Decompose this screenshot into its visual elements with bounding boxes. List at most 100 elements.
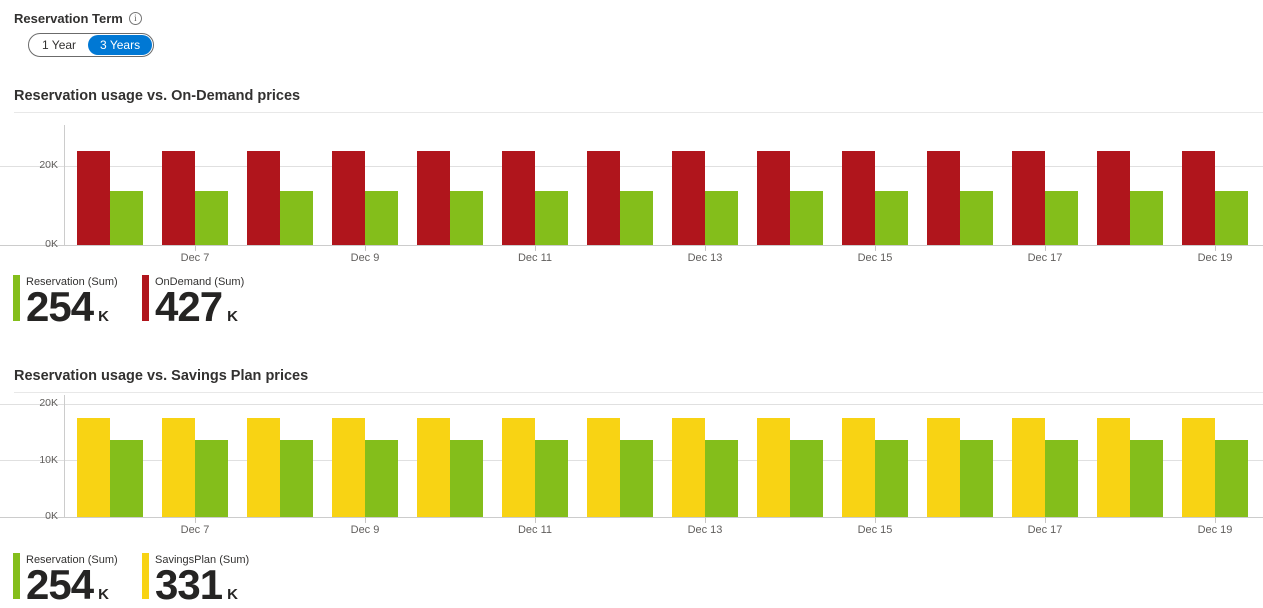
legend-number: 254 <box>26 283 94 330</box>
x-axis-label-dec-11: Dec 11 <box>517 252 553 264</box>
bar-reservation-dec-11[interactable] <box>535 190 568 245</box>
bar-reservation-dec-17[interactable] <box>1045 439 1078 517</box>
bar-savingsplan-dec-18[interactable] <box>1097 417 1130 517</box>
bar-ondemand-dec-17[interactable] <box>1012 150 1045 245</box>
bar-ondemand-dec-8[interactable] <box>247 150 280 245</box>
bar-reservation-dec-8[interactable] <box>280 190 313 245</box>
bar-ondemand-dec-15[interactable] <box>842 150 875 245</box>
bar-reservation-dec-12[interactable] <box>620 439 653 517</box>
x-axis-label-dec-19: Dec 19 <box>1197 524 1233 536</box>
bar-savingsplan-dec-19[interactable] <box>1182 417 1215 517</box>
bar-reservation-dec-14[interactable] <box>790 190 823 245</box>
bar-ondemand-dec-12[interactable] <box>587 150 620 245</box>
x-axis-label-dec-9: Dec 9 <box>350 524 380 536</box>
legend-number: 254 <box>26 561 94 608</box>
bar-reservation-dec-15[interactable] <box>875 439 908 517</box>
ondemand-chart-legend: Reservation (Sum) 254 K OnDemand (Sum) 4… <box>13 275 1263 330</box>
bar-reservation-dec-18[interactable] <box>1130 190 1163 245</box>
legend-item-reservation: Reservation (Sum) 254 K <box>13 275 142 330</box>
bar-reservation-dec-13[interactable] <box>705 190 738 245</box>
bar-reservation-dec-9[interactable] <box>365 439 398 517</box>
bar-ondemand-dec-16[interactable] <box>927 150 960 245</box>
bar-reservation-dec-7[interactable] <box>195 190 228 245</box>
bar-reservation-dec-18[interactable] <box>1130 439 1163 517</box>
legend-item-ondemand: OnDemand (Sum) 427 K <box>142 275 271 328</box>
bar-ondemand-dec-14[interactable] <box>757 150 790 245</box>
x-axis-label-dec-9: Dec 9 <box>350 252 380 264</box>
info-icon[interactable]: i <box>128 11 142 25</box>
bar-savingsplan-dec-6[interactable] <box>77 417 110 517</box>
x-axis-tick-dec-7 <box>195 245 196 251</box>
bar-savingsplan-dec-15[interactable] <box>842 417 875 517</box>
bar-savingsplan-dec-13[interactable] <box>672 417 705 517</box>
x-axis-tick-dec-7 <box>195 517 196 523</box>
bar-ondemand-dec-9[interactable] <box>332 150 365 245</box>
y-axis-label-10K: 10K <box>39 453 58 466</box>
bar-savingsplan-dec-14[interactable] <box>757 417 790 517</box>
bar-ondemand-dec-13[interactable] <box>672 150 705 245</box>
bar-reservation-dec-7[interactable] <box>195 439 228 517</box>
bar-reservation-dec-16[interactable] <box>960 439 993 517</box>
x-axis-label-dec-13: Dec 13 <box>687 252 723 264</box>
x-axis-tick-dec-11 <box>535 245 536 251</box>
bar-reservation-dec-14[interactable] <box>790 439 823 517</box>
bar-reservation-dec-9[interactable] <box>365 190 398 245</box>
bar-ondemand-dec-6[interactable] <box>77 150 110 245</box>
reservation-term-toggle: 1 Year 3 Years <box>28 33 155 57</box>
bar-reservation-dec-10[interactable] <box>450 439 483 517</box>
bar-reservation-dec-19[interactable] <box>1215 439 1248 517</box>
x-axis-tick-dec-15 <box>875 245 876 251</box>
section-divider <box>14 112 1263 113</box>
bar-reservation-dec-6[interactable] <box>110 439 143 517</box>
legend-value: 254 K <box>26 561 118 608</box>
savingsplan-chart-legend: Reservation (Sum) 254 K SavingsPlan (Sum… <box>13 553 1263 608</box>
x-axis-label-dec-19: Dec 19 <box>1197 252 1233 264</box>
toggle-option-1-year[interactable]: 1 Year <box>30 35 88 55</box>
bar-savingsplan-dec-9[interactable] <box>332 417 365 517</box>
bar-savingsplan-dec-10[interactable] <box>417 417 450 517</box>
bar-reservation-dec-19[interactable] <box>1215 190 1248 245</box>
page-header: Reservation Term i 1 Year 3 Years <box>0 0 1263 57</box>
bar-reservation-dec-11[interactable] <box>535 439 568 517</box>
legend-text: Reservation (Sum) 254 K <box>26 275 118 330</box>
bar-reservation-dec-10[interactable] <box>450 190 483 245</box>
legend-label: OnDemand (Sum) <box>155 276 245 288</box>
bar-savingsplan-dec-16[interactable] <box>927 417 960 517</box>
bar-ondemand-dec-19[interactable] <box>1182 150 1215 245</box>
legend-unit: K <box>98 586 109 603</box>
x-axis-tick-dec-19 <box>1215 245 1216 251</box>
x-axis-label-dec-7: Dec 7 <box>180 524 210 536</box>
section-divider <box>14 392 1263 393</box>
legend-number: 331 <box>155 561 223 608</box>
bar-savingsplan-dec-17[interactable] <box>1012 417 1045 517</box>
y-axis-line <box>64 395 65 517</box>
bar-ondemand-dec-7[interactable] <box>162 150 195 245</box>
legend-color-bar-reservation <box>13 553 20 599</box>
bar-savingsplan-dec-8[interactable] <box>247 417 280 517</box>
y-axis-label-0K: 0K <box>45 510 58 522</box>
bar-savingsplan-dec-7[interactable] <box>162 417 195 517</box>
bar-reservation-dec-16[interactable] <box>960 190 993 245</box>
bar-ondemand-dec-10[interactable] <box>417 150 450 245</box>
bar-reservation-dec-15[interactable] <box>875 190 908 245</box>
x-axis-label-dec-17: Dec 17 <box>1027 252 1063 264</box>
legend-value: 331 K <box>155 561 249 608</box>
ondemand-bar-chart: 20K 0K Dec 7 Dec 9 Dec 11 Dec 13 Dec 15 Dec 17 D… <box>0 125 1263 272</box>
legend-unit: K <box>227 586 238 603</box>
bar-ondemand-dec-18[interactable] <box>1097 150 1130 245</box>
bar-reservation-dec-17[interactable] <box>1045 190 1078 245</box>
x-axis-tick-dec-13 <box>705 245 706 251</box>
bar-reservation-dec-6[interactable] <box>110 190 143 245</box>
legend-text: Reservation (Sum) 254 K <box>26 553 118 608</box>
bar-ondemand-dec-11[interactable] <box>502 150 535 245</box>
bar-savingsplan-dec-11[interactable] <box>502 417 535 517</box>
bar-reservation-dec-8[interactable] <box>280 439 313 517</box>
y-axis-label-20K: 20K <box>39 159 58 171</box>
x-axis-label-dec-7: Dec 7 <box>180 252 210 264</box>
bar-savingsplan-dec-12[interactable] <box>587 417 620 517</box>
bar-reservation-dec-12[interactable] <box>620 190 653 245</box>
gridline-0K <box>0 516 1263 518</box>
reservation-term-label: Reservation Term <box>14 11 123 26</box>
bar-reservation-dec-13[interactable] <box>705 439 738 517</box>
toggle-option-3-years[interactable]: 3 Years <box>88 35 153 55</box>
